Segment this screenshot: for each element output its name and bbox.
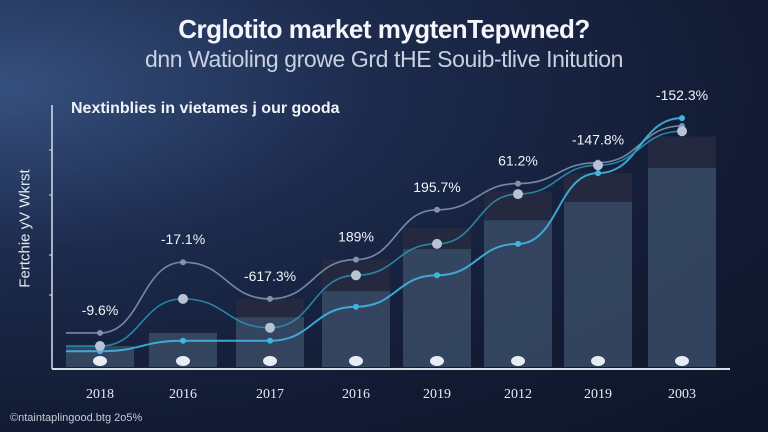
bar	[564, 201, 632, 367]
line-point	[97, 329, 103, 336]
data-label: 189%	[338, 229, 374, 245]
data-label: -617.3%	[244, 268, 296, 284]
x-tick-label: 2017	[256, 387, 284, 402]
footer-credit: ©ntaintaplingood.btg 2o5%	[10, 412, 143, 424]
chart-title: Crglotito market mygtenTepwned?	[178, 14, 590, 44]
line-point	[353, 256, 359, 263]
line-point	[515, 180, 521, 187]
data-label: 195.7%	[413, 179, 460, 195]
data-label: 61.2%	[498, 153, 538, 169]
line-point	[593, 160, 603, 171]
line-point	[513, 189, 523, 200]
data-label: -147.8%	[572, 132, 624, 148]
line-point	[434, 272, 440, 279]
bar-base-icon	[591, 356, 605, 366]
bar	[403, 249, 471, 367]
x-tick-label: 2016	[342, 387, 370, 402]
bar	[322, 291, 390, 367]
bar-base-icon	[511, 356, 525, 366]
line-point	[434, 206, 440, 213]
bar-upper-segment	[564, 173, 632, 202]
line-point	[180, 259, 186, 266]
line-point	[595, 170, 601, 177]
x-tick-label: 2003	[668, 387, 696, 402]
line-point	[515, 240, 521, 247]
line-point	[677, 126, 687, 137]
bar-base-icon	[675, 356, 689, 366]
bar-base-icon	[176, 356, 190, 366]
bar-base-icon	[93, 356, 107, 366]
x-tick-label: 2019	[423, 387, 451, 402]
bar	[648, 167, 716, 367]
bar-upper-segment	[648, 136, 716, 168]
bar-upper-segment	[403, 228, 471, 250]
data-label: -9.6%	[82, 302, 119, 318]
line-series	[66, 117, 683, 353]
x-tick-label: 2019	[584, 387, 612, 402]
data-label: -17.1%	[161, 231, 205, 247]
bar-base-icon	[263, 356, 277, 366]
x-tick-label: 2018	[86, 387, 114, 402]
line-point	[267, 295, 273, 302]
chart-subtitle: dnn Watioling growe Grd tHE Souib-tlive …	[144, 46, 624, 72]
x-tick-label: 2012	[504, 387, 532, 402]
line-point	[679, 115, 685, 122]
line-point	[351, 270, 361, 281]
line-point	[353, 303, 359, 310]
line-point	[95, 341, 105, 352]
data-label: -152.3%	[656, 87, 708, 103]
line-point	[180, 337, 186, 344]
bar-base-icon	[349, 356, 363, 366]
line-point	[178, 293, 188, 304]
line-point	[432, 238, 442, 249]
bar-upper-segment	[236, 298, 304, 318]
bar-base-icon	[430, 356, 444, 366]
x-tick-label: 2016	[169, 387, 197, 402]
line-point	[265, 322, 275, 333]
line-point	[267, 337, 273, 344]
chart-annotation: Nextinblies in vietames ϳ our gooda	[71, 100, 340, 117]
